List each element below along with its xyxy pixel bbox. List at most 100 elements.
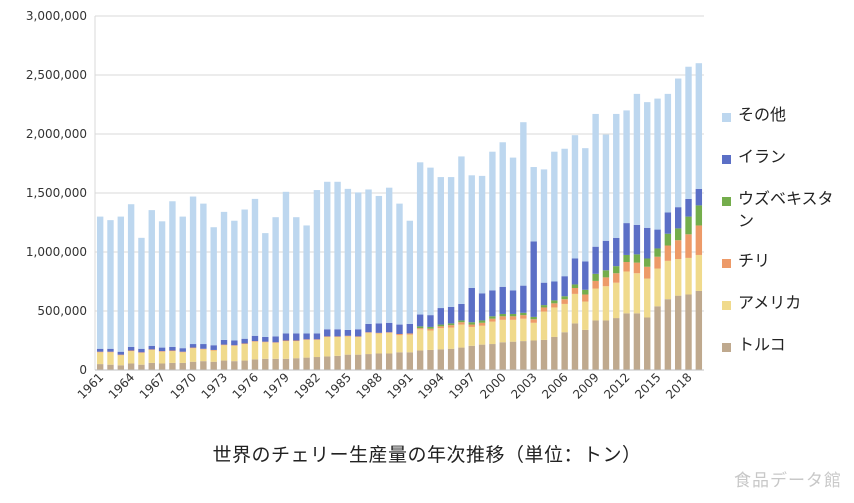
bar-segment — [582, 301, 589, 330]
bar-segment — [282, 341, 290, 359]
bar-segment — [282, 340, 290, 342]
bar-segment — [613, 273, 620, 283]
bar-segment — [633, 224, 641, 255]
bar-segment — [427, 330, 434, 350]
bar-segment — [313, 357, 321, 370]
bar-segment — [138, 364, 145, 370]
bar-segment — [468, 287, 475, 323]
bar-segment — [355, 336, 362, 355]
bar-segment — [447, 348, 455, 370]
bar-segment — [375, 195, 383, 324]
bar-segment — [458, 347, 465, 370]
x-tick-label: 1973 — [199, 370, 230, 401]
bar-segment — [499, 313, 506, 317]
bar-segment — [344, 188, 352, 330]
bar-segment — [158, 351, 166, 364]
bar-segment — [200, 349, 207, 362]
bar-segment — [117, 354, 125, 356]
bar-segment — [664, 260, 672, 300]
bar-segment — [148, 362, 155, 370]
bar-segment — [685, 294, 692, 370]
bar-segment — [396, 334, 403, 336]
bar-segment — [251, 335, 259, 342]
bar-segment — [458, 324, 465, 348]
x-tick-label: 2012 — [601, 370, 632, 401]
bar-segment — [324, 336, 331, 337]
bar-segment — [478, 320, 486, 323]
bar-segment — [158, 221, 166, 348]
bar-segment — [644, 278, 651, 318]
bar-segment — [303, 333, 310, 340]
bar-segment — [262, 233, 269, 337]
bar-segment — [530, 167, 537, 242]
bar-segment — [520, 285, 527, 313]
bar-segment — [117, 351, 125, 355]
bar-segment — [293, 341, 300, 359]
bar-segment — [107, 348, 114, 352]
bar-segment — [272, 217, 279, 337]
bar-segment — [520, 315, 527, 319]
x-tick-label: 2009 — [570, 370, 601, 401]
bar-segment — [468, 345, 475, 370]
bar-segment — [509, 313, 517, 317]
bar-segment — [117, 365, 125, 370]
legend-label: チリ — [738, 251, 771, 270]
bar-segment — [654, 256, 661, 269]
bar-segment — [334, 336, 341, 356]
bar-segment — [602, 134, 610, 241]
bar-segment — [200, 203, 207, 345]
bar-segment — [458, 156, 465, 304]
bar-segment — [582, 329, 589, 370]
bar-segment — [396, 335, 403, 353]
bar-segment — [210, 349, 217, 351]
bar-segment — [592, 288, 599, 321]
bar-segment — [416, 314, 424, 327]
bar-segment — [520, 318, 527, 342]
axes: 0 500,000 1,000,000 1,500,000 2,000,000 2,500… — [26, 9, 704, 402]
bar-segment — [148, 345, 155, 350]
bar-segment — [148, 349, 155, 350]
bar-segment — [406, 334, 414, 353]
bar-segment — [530, 322, 537, 341]
bar-segment — [189, 348, 197, 362]
bar-segment — [179, 351, 186, 353]
bar-segment — [231, 345, 238, 362]
bar-segment — [613, 266, 620, 274]
bar-segment — [499, 319, 506, 343]
bar-segment — [623, 110, 630, 224]
bar-segment — [334, 336, 341, 337]
bar-segment — [241, 209, 248, 339]
bar-segment — [231, 345, 238, 346]
bar-segment — [644, 317, 651, 370]
bar-segment — [107, 364, 114, 370]
bar-segment — [489, 290, 496, 317]
bar-segment — [592, 113, 599, 247]
bar-segment — [127, 346, 135, 351]
bar-segment — [127, 363, 135, 370]
bar-segment — [416, 326, 424, 329]
bar-segment — [613, 113, 620, 238]
bar-segment — [447, 177, 455, 307]
bar-segment — [427, 167, 434, 316]
watermark: 食品データ館 — [734, 471, 842, 491]
x-tick-label: 1967 — [137, 370, 168, 401]
bar-segment — [654, 268, 661, 307]
bar-segment — [571, 293, 579, 324]
bar-segment — [200, 348, 207, 350]
bar-segment — [437, 177, 444, 309]
bar-segment — [540, 339, 548, 370]
bar-segment — [561, 299, 568, 304]
bar-segment — [241, 338, 248, 344]
bar-segment — [303, 357, 310, 370]
bar-segment — [127, 351, 135, 364]
legend-swatch — [722, 343, 731, 352]
bar-segment — [489, 151, 496, 291]
bar-segment — [695, 63, 703, 189]
bar-segment — [685, 198, 692, 217]
legend-item: チリ — [722, 250, 850, 292]
bar-segment — [458, 320, 465, 323]
bar-segment — [169, 346, 176, 351]
bar-segment — [169, 201, 176, 347]
bar-segment — [561, 303, 568, 333]
y-tick-label: 1,000,000 — [26, 245, 87, 259]
